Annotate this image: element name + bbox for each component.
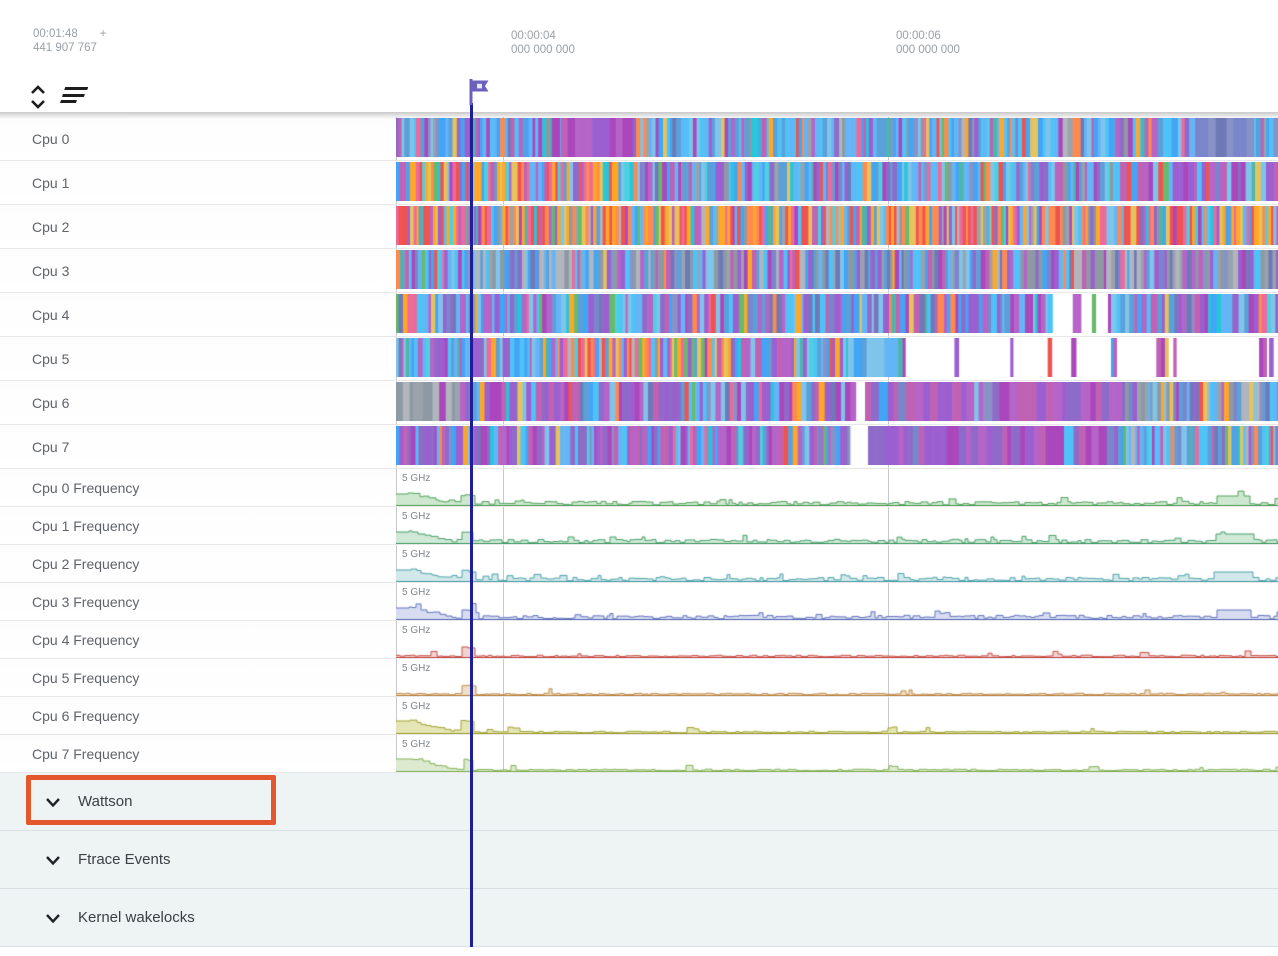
track-label-cpu-4-frequency[interactable]: Cpu 4 Frequency: [0, 621, 396, 658]
ruler-origin-timestamp: 00:01:48 + 441 907 767: [33, 27, 106, 55]
freq-track-row: Cpu 4 Frequency 5 GHz: [0, 621, 1278, 659]
sched-track-row: Cpu 6: [0, 381, 1278, 425]
cpu-3-frequency-timeline[interactable]: [396, 583, 1278, 620]
chevron-down-icon[interactable]: [44, 851, 62, 874]
track-label-cpu-6[interactable]: Cpu 6: [0, 381, 396, 424]
counter-max-label: 5 GHz: [402, 473, 431, 484]
cpu-6-frequency-timeline[interactable]: [396, 697, 1278, 734]
cpu-4-sched-timeline[interactable]: [396, 294, 1278, 333]
cpu-1-frequency-timeline[interactable]: [396, 507, 1278, 544]
track-group-row-wattson[interactable]: Wattson: [0, 773, 1278, 831]
freq-track-row: Cpu 5 Frequency 5 GHz: [0, 659, 1278, 697]
ruler-tick-label: 00:00:06 000 000 000: [896, 30, 960, 56]
freq-track-row: Cpu 3 Frequency 5 GHz: [0, 583, 1278, 621]
counter-max-label: 5 GHz: [402, 511, 431, 522]
freq-track-row: Cpu 1 Frequency 5 GHz: [0, 507, 1278, 545]
track-label-cpu-3[interactable]: Cpu 3: [0, 249, 396, 292]
origin-time: 00:01:48: [33, 28, 78, 40]
group-label[interactable]: Wattson: [78, 793, 133, 810]
track-filter-icon[interactable]: [59, 87, 89, 107]
ruler-tick-label: 00:00:04 000 000 000: [511, 30, 575, 56]
group-label[interactable]: Ftrace Events: [78, 851, 171, 868]
sched-track-row: Cpu 0: [0, 117, 1278, 161]
track-label-cpu-2-frequency[interactable]: Cpu 2 Frequency: [0, 545, 396, 582]
track-label-cpu-0[interactable]: Cpu 0: [0, 117, 396, 160]
track-label-cpu-6-frequency[interactable]: Cpu 6 Frequency: [0, 697, 396, 734]
unfold-tracks-icon[interactable]: [28, 83, 48, 111]
cpu-4-frequency-timeline[interactable]: [396, 621, 1278, 658]
freq-track-row: Cpu 2 Frequency 5 GHz: [0, 545, 1278, 583]
origin-offset-plus: +: [99, 28, 107, 40]
sched-track-row: Cpu 5: [0, 337, 1278, 381]
track-toolbar: [28, 82, 89, 112]
sched-track-row: Cpu 1: [0, 161, 1278, 205]
flag-marker-icon[interactable]: [467, 77, 495, 110]
sched-track-row: Cpu 4: [0, 293, 1278, 337]
origin-nanoseconds: 441 907 767: [33, 42, 97, 54]
track-group-row-kernel-wakelocks[interactable]: Kernel wakelocks: [0, 889, 1278, 947]
counter-max-label: 5 GHz: [402, 587, 431, 598]
cpu-7-sched-timeline[interactable]: [396, 426, 1278, 465]
cpu-5-frequency-timeline[interactable]: [396, 659, 1278, 696]
header-shadow: [0, 112, 1278, 119]
track-list: Cpu 0 Cpu 1 Cpu 2 Cpu 3 Cpu 4 Cpu 5 Cpu 6 Cpu 7…: [0, 117, 1278, 947]
track-group-row-ftrace-events[interactable]: Ftrace Events: [0, 831, 1278, 889]
cpu-0-sched-timeline[interactable]: [396, 118, 1278, 157]
track-label-cpu-7-frequency[interactable]: Cpu 7 Frequency: [0, 735, 396, 772]
chevron-down-icon[interactable]: [44, 793, 62, 816]
freq-track-row: Cpu 0 Frequency 5 GHz: [0, 469, 1278, 507]
cpu-7-frequency-timeline[interactable]: [396, 735, 1278, 772]
cpu-2-frequency-timeline[interactable]: [396, 545, 1278, 582]
chevron-down-icon[interactable]: [44, 909, 62, 932]
track-label-cpu-2[interactable]: Cpu 2: [0, 205, 396, 248]
track-label-cpu-1-frequency[interactable]: Cpu 1 Frequency: [0, 507, 396, 544]
freq-track-row: Cpu 6 Frequency 5 GHz: [0, 697, 1278, 735]
timeline-ruler[interactable]: 00:01:48 + 441 907 767 00:00:04 000 000 0…: [0, 0, 1278, 117]
counter-max-label: 5 GHz: [402, 739, 431, 750]
sched-track-row: Cpu 2: [0, 205, 1278, 249]
track-label-cpu-1[interactable]: Cpu 1: [0, 161, 396, 204]
track-label-cpu-5-frequency[interactable]: Cpu 5 Frequency: [0, 659, 396, 696]
cpu-5-sched-timeline[interactable]: [396, 338, 1278, 377]
cpu-3-sched-timeline[interactable]: [396, 250, 1278, 289]
counter-max-label: 5 GHz: [402, 625, 431, 636]
counter-max-label: 5 GHz: [402, 549, 431, 560]
flag-marker-vertical-line[interactable]: [470, 103, 473, 947]
track-label-cpu-0-frequency[interactable]: Cpu 0 Frequency: [0, 469, 396, 506]
track-label-cpu-3-frequency[interactable]: Cpu 3 Frequency: [0, 583, 396, 620]
group-label[interactable]: Kernel wakelocks: [78, 909, 195, 926]
sched-track-row: Cpu 7: [0, 425, 1278, 469]
freq-track-row: Cpu 7 Frequency 5 GHz: [0, 735, 1278, 773]
sched-track-row: Cpu 3: [0, 249, 1278, 293]
counter-max-label: 5 GHz: [402, 701, 431, 712]
cpu-1-sched-timeline[interactable]: [396, 162, 1278, 201]
cpu-0-frequency-timeline[interactable]: [396, 469, 1278, 506]
cpu-2-sched-timeline[interactable]: [396, 206, 1278, 245]
track-label-cpu-7[interactable]: Cpu 7: [0, 425, 396, 468]
cpu-6-sched-timeline[interactable]: [396, 382, 1278, 421]
track-label-cpu-4[interactable]: Cpu 4: [0, 293, 396, 336]
track-label-cpu-5[interactable]: Cpu 5: [0, 337, 396, 380]
counter-max-label: 5 GHz: [402, 663, 431, 674]
filter-bars-glyph: [59, 87, 89, 107]
